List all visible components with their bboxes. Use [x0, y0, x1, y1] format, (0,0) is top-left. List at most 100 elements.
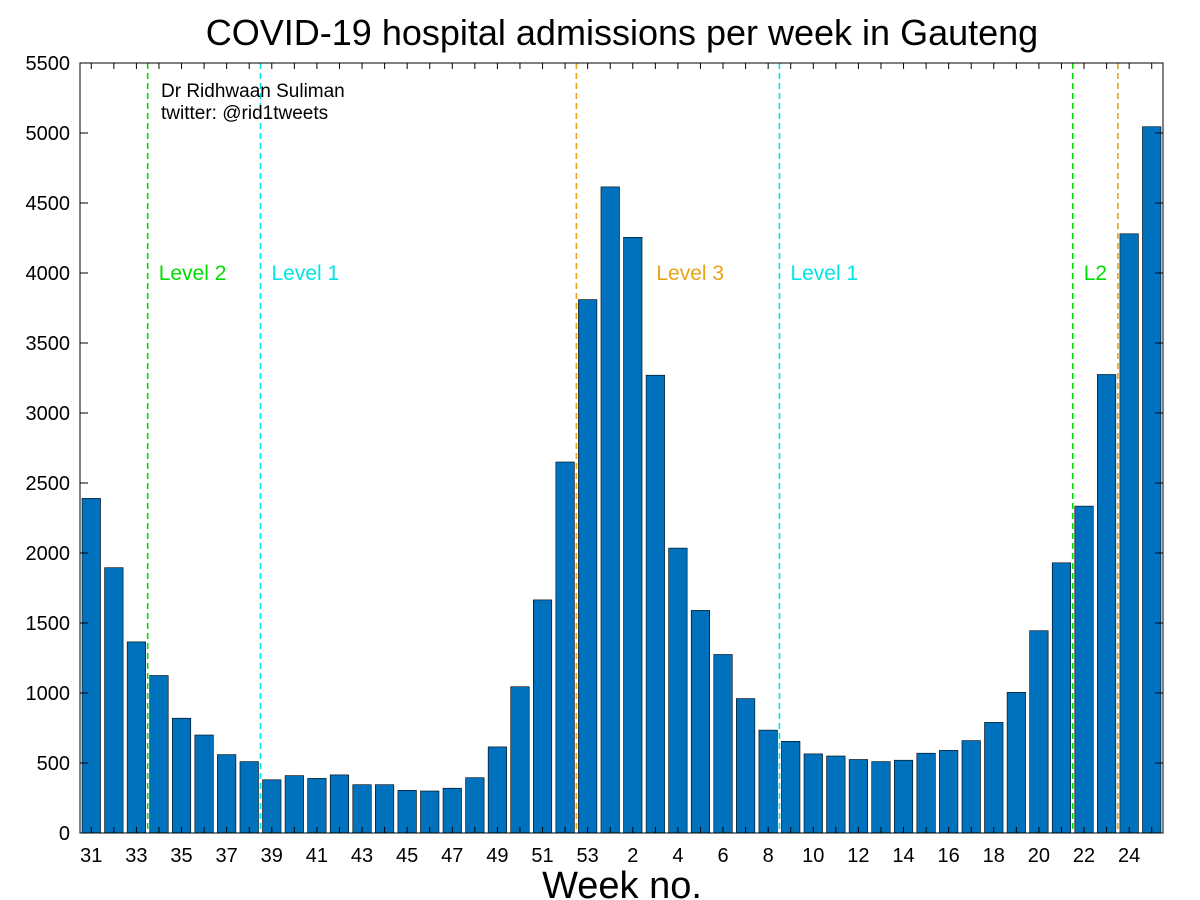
bar-week-6 [713, 654, 733, 834]
bar-week-51 [532, 599, 553, 834]
bar-week-46 [420, 790, 440, 834]
x-tick-label: 31 [80, 845, 102, 867]
bar-week-49 [487, 746, 507, 834]
bar-week-14 [893, 759, 914, 834]
chart-title: COVID-19 hospital admissions per week in… [206, 12, 1038, 53]
bar-week-19 [1006, 691, 1026, 834]
phase-label: L2 [1084, 262, 1107, 285]
phase-labels-group: Level 2 Level 1 Level 3 Level 1 L2 [159, 262, 1107, 285]
x-tick-label: 18 [983, 845, 1005, 867]
bar-week-18 [984, 722, 1004, 834]
bar-week-22 [1074, 505, 1094, 834]
bar-week-7 [736, 698, 756, 834]
x-axis-label: Week no. [542, 865, 702, 900]
bar-week-33 [126, 641, 146, 834]
plot-frame [79, 62, 1164, 834]
bar-week-2 [623, 237, 643, 834]
bar-week-3 [645, 374, 665, 834]
x-tick-label: 14 [892, 845, 914, 867]
bar-week-5 [690, 610, 711, 834]
bar-week-16 [939, 750, 959, 834]
x-tick-label: 41 [306, 845, 328, 867]
y-tick-label: 0 [59, 823, 70, 845]
x-tick-label: 16 [938, 845, 960, 867]
bar-week-35 [171, 717, 192, 834]
y-tick-label: 2500 [26, 473, 71, 495]
bars-group [81, 126, 1162, 834]
bar-week-12 [848, 759, 868, 834]
bar-week-36 [194, 734, 214, 834]
bar-week-24 [1119, 233, 1139, 834]
x-tick-label: 53 [577, 845, 599, 867]
y-tick-label: 2000 [26, 543, 71, 565]
x-tick-label: 10 [802, 845, 824, 867]
bar-week-21 [1051, 562, 1072, 834]
y-tick-label: 1000 [26, 683, 71, 705]
y-tick-label: 3000 [26, 403, 71, 425]
bar-week-9 [781, 740, 801, 834]
x-tick-label: 4 [672, 845, 683, 867]
bar-week-1 [600, 186, 620, 834]
y-tick-label: 5500 [26, 53, 71, 75]
x-tick-label: 20 [1028, 845, 1050, 867]
y-tick-label: 500 [37, 753, 70, 775]
y-axis: 0 500 1000 1500 2000 2500 3000 3500 4000 4500 5000… [26, 53, 1163, 845]
bar-week-10 [803, 753, 823, 834]
credit-twitter: twitter: @rid1tweets [161, 103, 328, 124]
y-tick-label: 4000 [26, 263, 71, 285]
bar-week-39 [262, 779, 282, 834]
phase-label: Level 2 [159, 262, 227, 285]
y-tick-label: 3500 [26, 333, 71, 355]
x-tick-label: 37 [216, 845, 238, 867]
bar-week-8 [758, 729, 778, 834]
bar-week-37 [217, 754, 237, 834]
bar-week-52 [555, 461, 575, 834]
bar-week-40 [284, 775, 304, 834]
x-tick-label: 33 [125, 845, 147, 867]
bar-week-11 [826, 755, 846, 834]
x-tick-label: 35 [170, 845, 192, 867]
bar-week-31 [81, 498, 101, 834]
bar-week-34 [149, 675, 169, 834]
bar-week-20 [1029, 630, 1049, 834]
x-tick-label: 8 [763, 845, 774, 867]
x-axis: 31 33 35 37 39 41 43 45 47 49 51 53 2 4 6 8 10 12 14 16 18 20… [80, 63, 1153, 867]
x-tick-label: 12 [847, 845, 869, 867]
x-tick-label: 51 [531, 845, 553, 867]
bar-week-45 [397, 789, 417, 834]
x-tick-label: 6 [717, 845, 728, 867]
x-tick-label: 45 [396, 845, 418, 867]
bar-week-42 [329, 774, 350, 834]
y-tick-label: 4500 [26, 193, 71, 215]
x-tick-label: 2 [627, 845, 638, 867]
bar-week-53 [578, 299, 598, 834]
credit-author: Dr Ridhwaan Suliman [161, 81, 345, 102]
bar-week-44 [375, 784, 395, 834]
x-tick-label: 47 [441, 845, 463, 867]
bar-week-47 [442, 787, 462, 834]
bar-week-23 [1097, 374, 1117, 834]
bar-week-13 [871, 761, 891, 834]
x-tick-label: 43 [351, 845, 373, 867]
bar-week-4 [668, 547, 688, 834]
phase-lines-group [146, 63, 1119, 833]
bar-week-25 [1142, 126, 1162, 834]
bar-week-15 [916, 752, 936, 834]
x-tick-label: 39 [261, 845, 283, 867]
phase-label: Level 3 [656, 262, 724, 285]
phase-label: Level 1 [790, 262, 858, 285]
bar-week-17 [961, 740, 981, 834]
phase-label: Level 1 [272, 262, 340, 285]
bar-week-38 [239, 761, 259, 834]
x-tick-label: 24 [1118, 845, 1140, 867]
bar-week-43 [352, 784, 372, 834]
bar-week-50 [510, 686, 530, 834]
x-tick-label: 49 [486, 845, 508, 867]
y-tick-label: 1500 [26, 613, 71, 635]
bar-week-48 [465, 777, 485, 834]
x-tick-label: 22 [1073, 845, 1095, 867]
y-tick-label: 5000 [26, 123, 71, 145]
bar-week-32 [104, 567, 124, 834]
bar-week-41 [307, 778, 327, 834]
